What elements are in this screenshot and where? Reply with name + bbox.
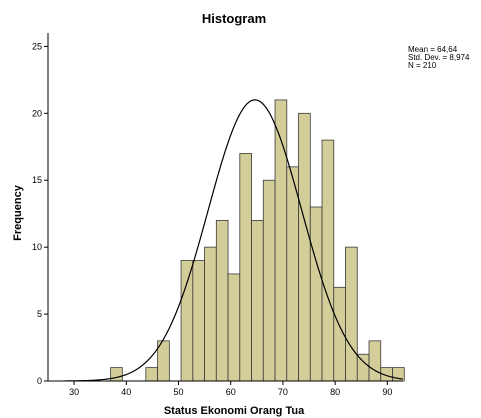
x-tick-label-50: 50 xyxy=(174,387,184,397)
histogram-bar-10 xyxy=(227,273,241,382)
histogram-bar-21 xyxy=(356,353,370,382)
x-tick-label-40: 40 xyxy=(121,387,131,397)
y-tick-label-5: 5 xyxy=(37,309,42,319)
x-axis-label: Status Ekonomi Orang Tua xyxy=(164,405,305,417)
y-tick-label-20: 20 xyxy=(32,108,42,118)
histogram-bar-3 xyxy=(145,367,158,382)
normal-curve xyxy=(63,99,404,382)
y-tick-label-25: 25 xyxy=(32,41,42,51)
x-tick-label-90: 90 xyxy=(382,387,392,397)
histogram-bar-11 xyxy=(239,153,252,382)
histogram-bar-0 xyxy=(110,367,123,382)
y-tick-label-15: 15 xyxy=(32,175,42,185)
chart-title: Histogram xyxy=(202,11,266,26)
histogram-bar-20 xyxy=(345,246,358,382)
histogram-bar-8 xyxy=(204,246,217,382)
histogram-bar-15 xyxy=(286,166,299,382)
x-tick-label-60: 60 xyxy=(226,387,236,397)
histogram-bar-18 xyxy=(321,139,335,382)
stat-mean: Mean = 64,64 xyxy=(408,45,458,54)
y-ticks-group: 0 5 10 15 20 25 xyxy=(32,41,48,386)
histogram-bar-13 xyxy=(262,179,276,382)
y-axis-label: Frequency xyxy=(12,184,24,241)
x-tick-label-80: 80 xyxy=(330,387,340,397)
y-tick-label-0: 0 xyxy=(37,376,42,386)
y-tick-label-10: 10 xyxy=(32,242,42,252)
x-tick-label-70: 70 xyxy=(278,387,288,397)
statistics-box: Mean = 64,64 Std. Dev. = 8,974 N = 210 xyxy=(408,46,469,70)
histogram-bar-16 xyxy=(298,112,311,382)
histogram-bar-17 xyxy=(309,206,323,382)
histogram-bar-6 xyxy=(180,260,194,382)
histogram-bar-12 xyxy=(251,219,264,382)
stat-n: N = 210 xyxy=(408,61,437,70)
histogram-bar-14 xyxy=(274,99,288,382)
x-tick-label-30: 30 xyxy=(69,387,79,397)
bars-group xyxy=(110,99,405,382)
histogram-bar-22 xyxy=(368,340,382,382)
stat-std-dev: Std. Dev. = 8,974 xyxy=(408,53,470,62)
histogram-bar-7 xyxy=(192,260,205,382)
histogram-bar-9 xyxy=(215,219,229,382)
x-ticks-group: 30 40 50 60 70 80 90 xyxy=(69,381,392,397)
